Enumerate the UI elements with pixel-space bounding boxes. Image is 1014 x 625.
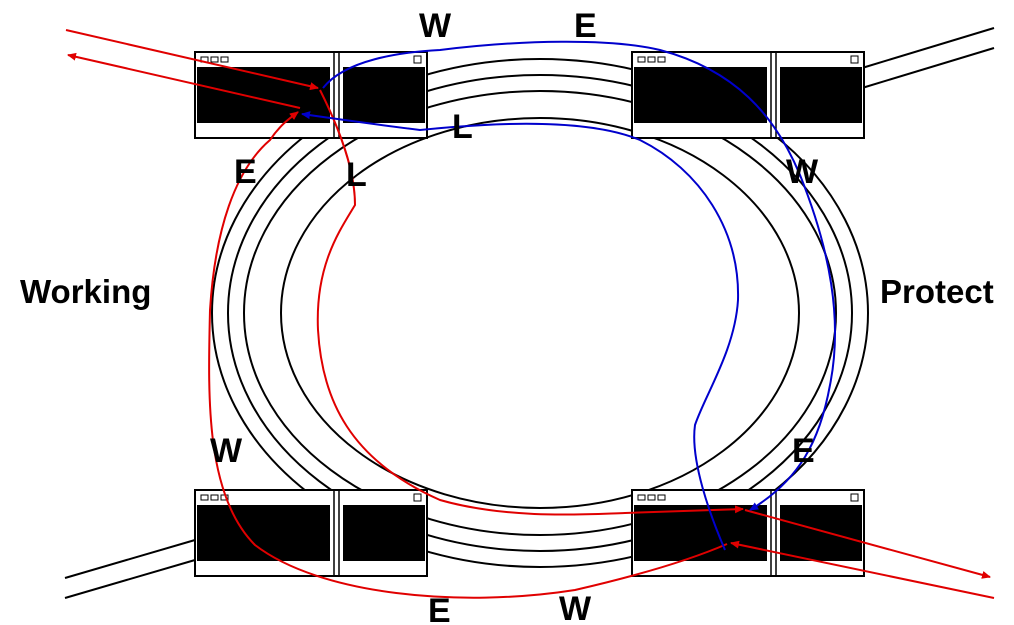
node-body (634, 505, 767, 561)
node-body (343, 505, 425, 561)
tributary-lines (64, 27, 995, 599)
port-label-top-right-w: W (786, 153, 819, 191)
tributary-bottom-left-2 (64, 559, 196, 599)
protect-path-lower-loop (301, 111, 740, 551)
port-label-top-l: L (452, 108, 473, 146)
led-icon (637, 494, 646, 501)
led-icon (647, 494, 656, 501)
led-icon (413, 55, 422, 64)
working-path-drop-east (744, 509, 991, 579)
node-top-left (194, 51, 428, 139)
led-icon (657, 56, 666, 63)
node-body (780, 67, 862, 123)
led-icon (210, 494, 219, 501)
working-path-clockwise (316, 89, 744, 516)
port-label-top-left-l: L (346, 156, 367, 194)
working-path-incoming (65, 29, 319, 91)
ring-outer-fiber-inner-edge (227, 74, 853, 552)
node-body (343, 67, 425, 123)
fiber-ring (211, 58, 869, 568)
working-path-counterclockwise (208, 111, 728, 599)
port-label-bottom-e: E (428, 592, 451, 625)
led-icon (637, 56, 646, 63)
protect-path-upper-loop (322, 40, 837, 511)
tributary-bottom-left-1 (64, 539, 196, 579)
ring-inner-fiber-outer-edge (243, 90, 837, 536)
port-label-bottom-left-w: W (210, 432, 243, 470)
node-body (197, 505, 330, 561)
port-label-top-e: E (574, 7, 597, 45)
port-label-bottom-right-e: E (792, 432, 815, 470)
tributary-top-right-1 (861, 27, 995, 69)
working-path-outgoing (67, 52, 301, 109)
node-top-right (631, 51, 865, 139)
protect-path (301, 40, 837, 551)
led-icon (850, 493, 859, 502)
ring-inner-fiber-inner-edge (280, 117, 800, 509)
ring-outer-fiber-outer-edge (211, 58, 869, 568)
port-label-top-left-e: E (234, 153, 257, 191)
node-body (780, 505, 862, 561)
led-icon (850, 55, 859, 64)
node-bottom-left (194, 489, 428, 577)
side-label-working: Working (20, 273, 151, 310)
led-icon (657, 494, 666, 501)
led-icon (200, 494, 209, 501)
working-path-add-east (730, 540, 995, 599)
working-path (65, 29, 995, 599)
led-icon (647, 56, 656, 63)
led-icon (413, 493, 422, 502)
led-icon (210, 56, 219, 63)
side-label-protect: Protect (880, 273, 994, 310)
led-icon (220, 56, 229, 63)
port-label-bottom-w: W (559, 590, 592, 625)
port-label-top-w: W (419, 7, 452, 45)
tributary-top-right-2 (861, 47, 995, 89)
